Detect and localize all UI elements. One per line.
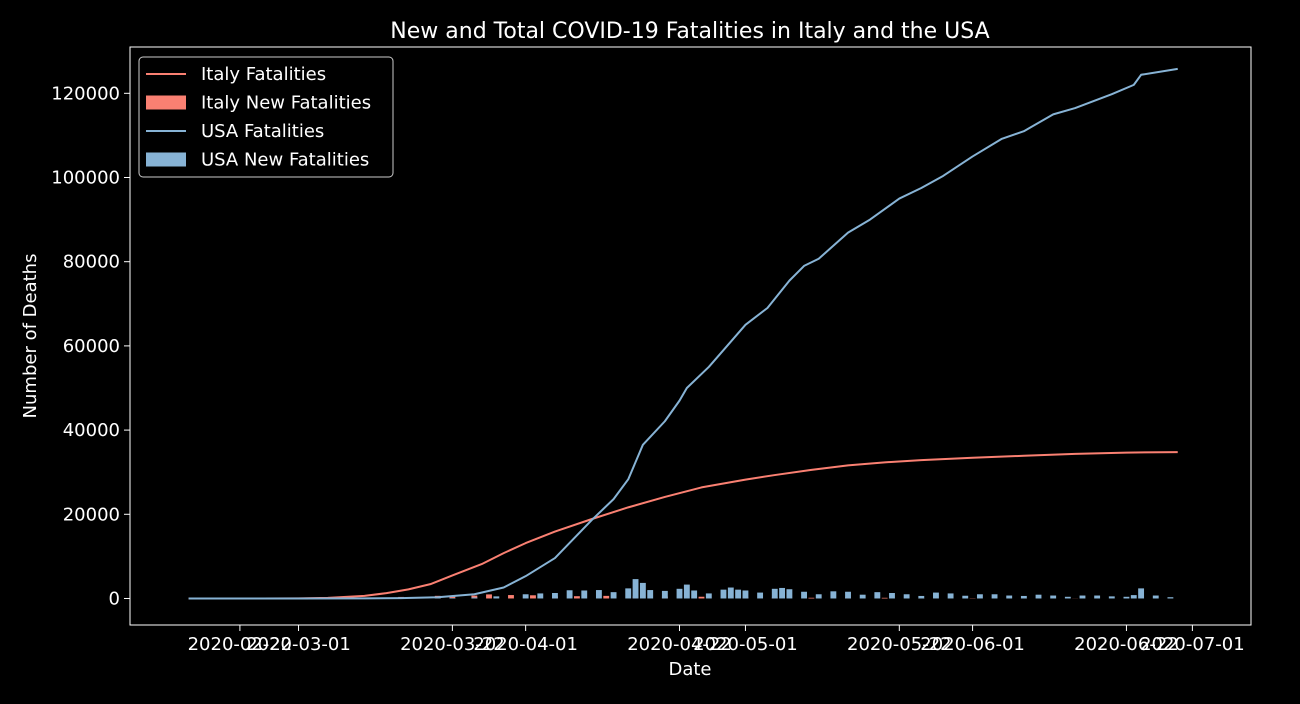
usa-new-fatalities-bar xyxy=(523,594,529,598)
italy-new-fatalities-bar xyxy=(574,596,580,598)
usa-new-fatalities-bar xyxy=(581,590,587,598)
usa-new-fatalities-bar xyxy=(647,590,653,598)
italy-new-fatalities-bar xyxy=(530,595,536,598)
y-tick-label: 0 xyxy=(109,588,120,609)
usa-new-fatalities-bar xyxy=(801,592,807,599)
y-tick-label: 80000 xyxy=(63,252,120,273)
usa-new-fatalities-bar xyxy=(1006,596,1012,599)
usa-new-fatalities-bar xyxy=(1138,588,1144,598)
usa-new-fatalities-bar xyxy=(743,590,749,598)
usa-new-fatalities-bar xyxy=(1124,597,1130,599)
y-tick-label: 60000 xyxy=(63,336,120,357)
usa-new-fatalities-bar xyxy=(552,593,558,598)
usa-new-fatalities-bar xyxy=(918,596,924,599)
y-tick-label: 100000 xyxy=(51,168,120,189)
usa-new-fatalities-bar xyxy=(874,592,880,598)
usa-new-fatalities-bar xyxy=(1109,596,1115,598)
italy-new-fatalities-bar xyxy=(808,598,814,599)
usa-new-fatalities-bar xyxy=(493,596,499,598)
legend-label: Italy New Fatalities xyxy=(201,93,371,114)
usa-new-fatalities-bar xyxy=(757,593,763,599)
y-tick-label: 20000 xyxy=(63,504,120,525)
usa-new-fatalities-bar xyxy=(537,593,543,598)
usa-new-fatalities-bar xyxy=(772,589,778,599)
chart-title: New and Total COVID-19 Fatalities in Ita… xyxy=(390,19,989,44)
usa-new-fatalities-bar xyxy=(816,594,822,598)
usa-new-fatalities-bar xyxy=(625,588,631,598)
legend-label: Italy Fatalities xyxy=(201,64,326,85)
y-tick-label: 40000 xyxy=(63,420,120,441)
x-tick-label: 2020-05-01 xyxy=(693,634,798,655)
usa-new-fatalities-bar xyxy=(706,593,712,598)
usa-new-fatalities-bar xyxy=(633,579,639,598)
usa-new-fatalities-bar xyxy=(1050,596,1056,599)
legend-label: USA New Fatalities xyxy=(201,150,369,171)
usa-new-fatalities-bar xyxy=(779,588,785,599)
italy-new-fatalities-bar xyxy=(882,598,888,599)
usa-new-fatalities-bar xyxy=(1080,596,1086,599)
usa-new-fatalities-bar xyxy=(640,583,646,599)
x-tick-label: 2020-07-01 xyxy=(1140,634,1245,655)
italy-new-fatalities-bar xyxy=(603,596,609,599)
usa-new-fatalities-bar xyxy=(830,591,836,598)
x-tick-label: 2020-04-01 xyxy=(473,634,578,655)
usa-new-fatalities-bar xyxy=(1036,595,1042,599)
italy-new-fatalities-bar xyxy=(508,595,514,598)
usa-new-fatalities-bar xyxy=(684,585,690,599)
italy-new-fatalities-bar xyxy=(699,597,705,599)
usa-new-fatalities-bar xyxy=(786,589,792,598)
usa-new-fatalities-bar xyxy=(691,590,697,598)
usa-new-fatalities-bar xyxy=(662,591,668,599)
legend-bar-swatch xyxy=(146,153,186,167)
usa-new-fatalities-bar xyxy=(962,596,968,599)
legend: Italy Fatalities Italy New Fatalities USA … xyxy=(139,57,393,177)
y-axis-label: Number of Deaths xyxy=(20,254,41,419)
usa-new-fatalities-bar xyxy=(721,590,727,599)
usa-new-fatalities-bar xyxy=(677,589,683,599)
usa-new-fatalities-bar xyxy=(977,594,983,598)
usa-new-fatalities-bar xyxy=(1021,596,1027,599)
italy-new-fatalities-bar xyxy=(486,594,492,598)
usa-new-fatalities-bar xyxy=(889,593,895,598)
usa-new-fatalities-bar xyxy=(948,593,954,598)
x-axis-label: Date xyxy=(668,659,711,680)
usa-new-fatalities-bar xyxy=(1153,596,1159,599)
usa-new-fatalities-bar xyxy=(471,597,477,598)
usa-new-fatalities-bar xyxy=(1131,595,1137,598)
usa-new-fatalities-bar xyxy=(1094,596,1100,599)
usa-new-fatalities-bar xyxy=(596,590,602,598)
usa-new-fatalities-bar xyxy=(735,590,741,599)
usa-new-fatalities-bar xyxy=(1167,597,1173,598)
usa-new-fatalities-bar xyxy=(449,598,455,599)
x-tick-label: 2020-06-01 xyxy=(920,634,1025,655)
usa-new-fatalities-bar xyxy=(992,594,998,598)
usa-new-fatalities-bar xyxy=(1065,597,1071,599)
legend-bar-swatch xyxy=(146,96,186,110)
usa-new-fatalities-bar xyxy=(728,588,734,599)
x-tick-label: 2020-03-01 xyxy=(246,634,351,655)
legend-label: USA Fatalities xyxy=(201,121,324,142)
y-tick-label: 120000 xyxy=(51,83,120,104)
usa-new-fatalities-bar xyxy=(845,592,851,599)
usa-new-fatalities-bar xyxy=(933,593,939,599)
usa-new-fatalities-bar xyxy=(567,590,573,598)
usa-new-fatalities-bar xyxy=(860,595,866,599)
usa-new-fatalities-bar xyxy=(611,592,617,598)
usa-new-fatalities-bar xyxy=(904,594,910,598)
